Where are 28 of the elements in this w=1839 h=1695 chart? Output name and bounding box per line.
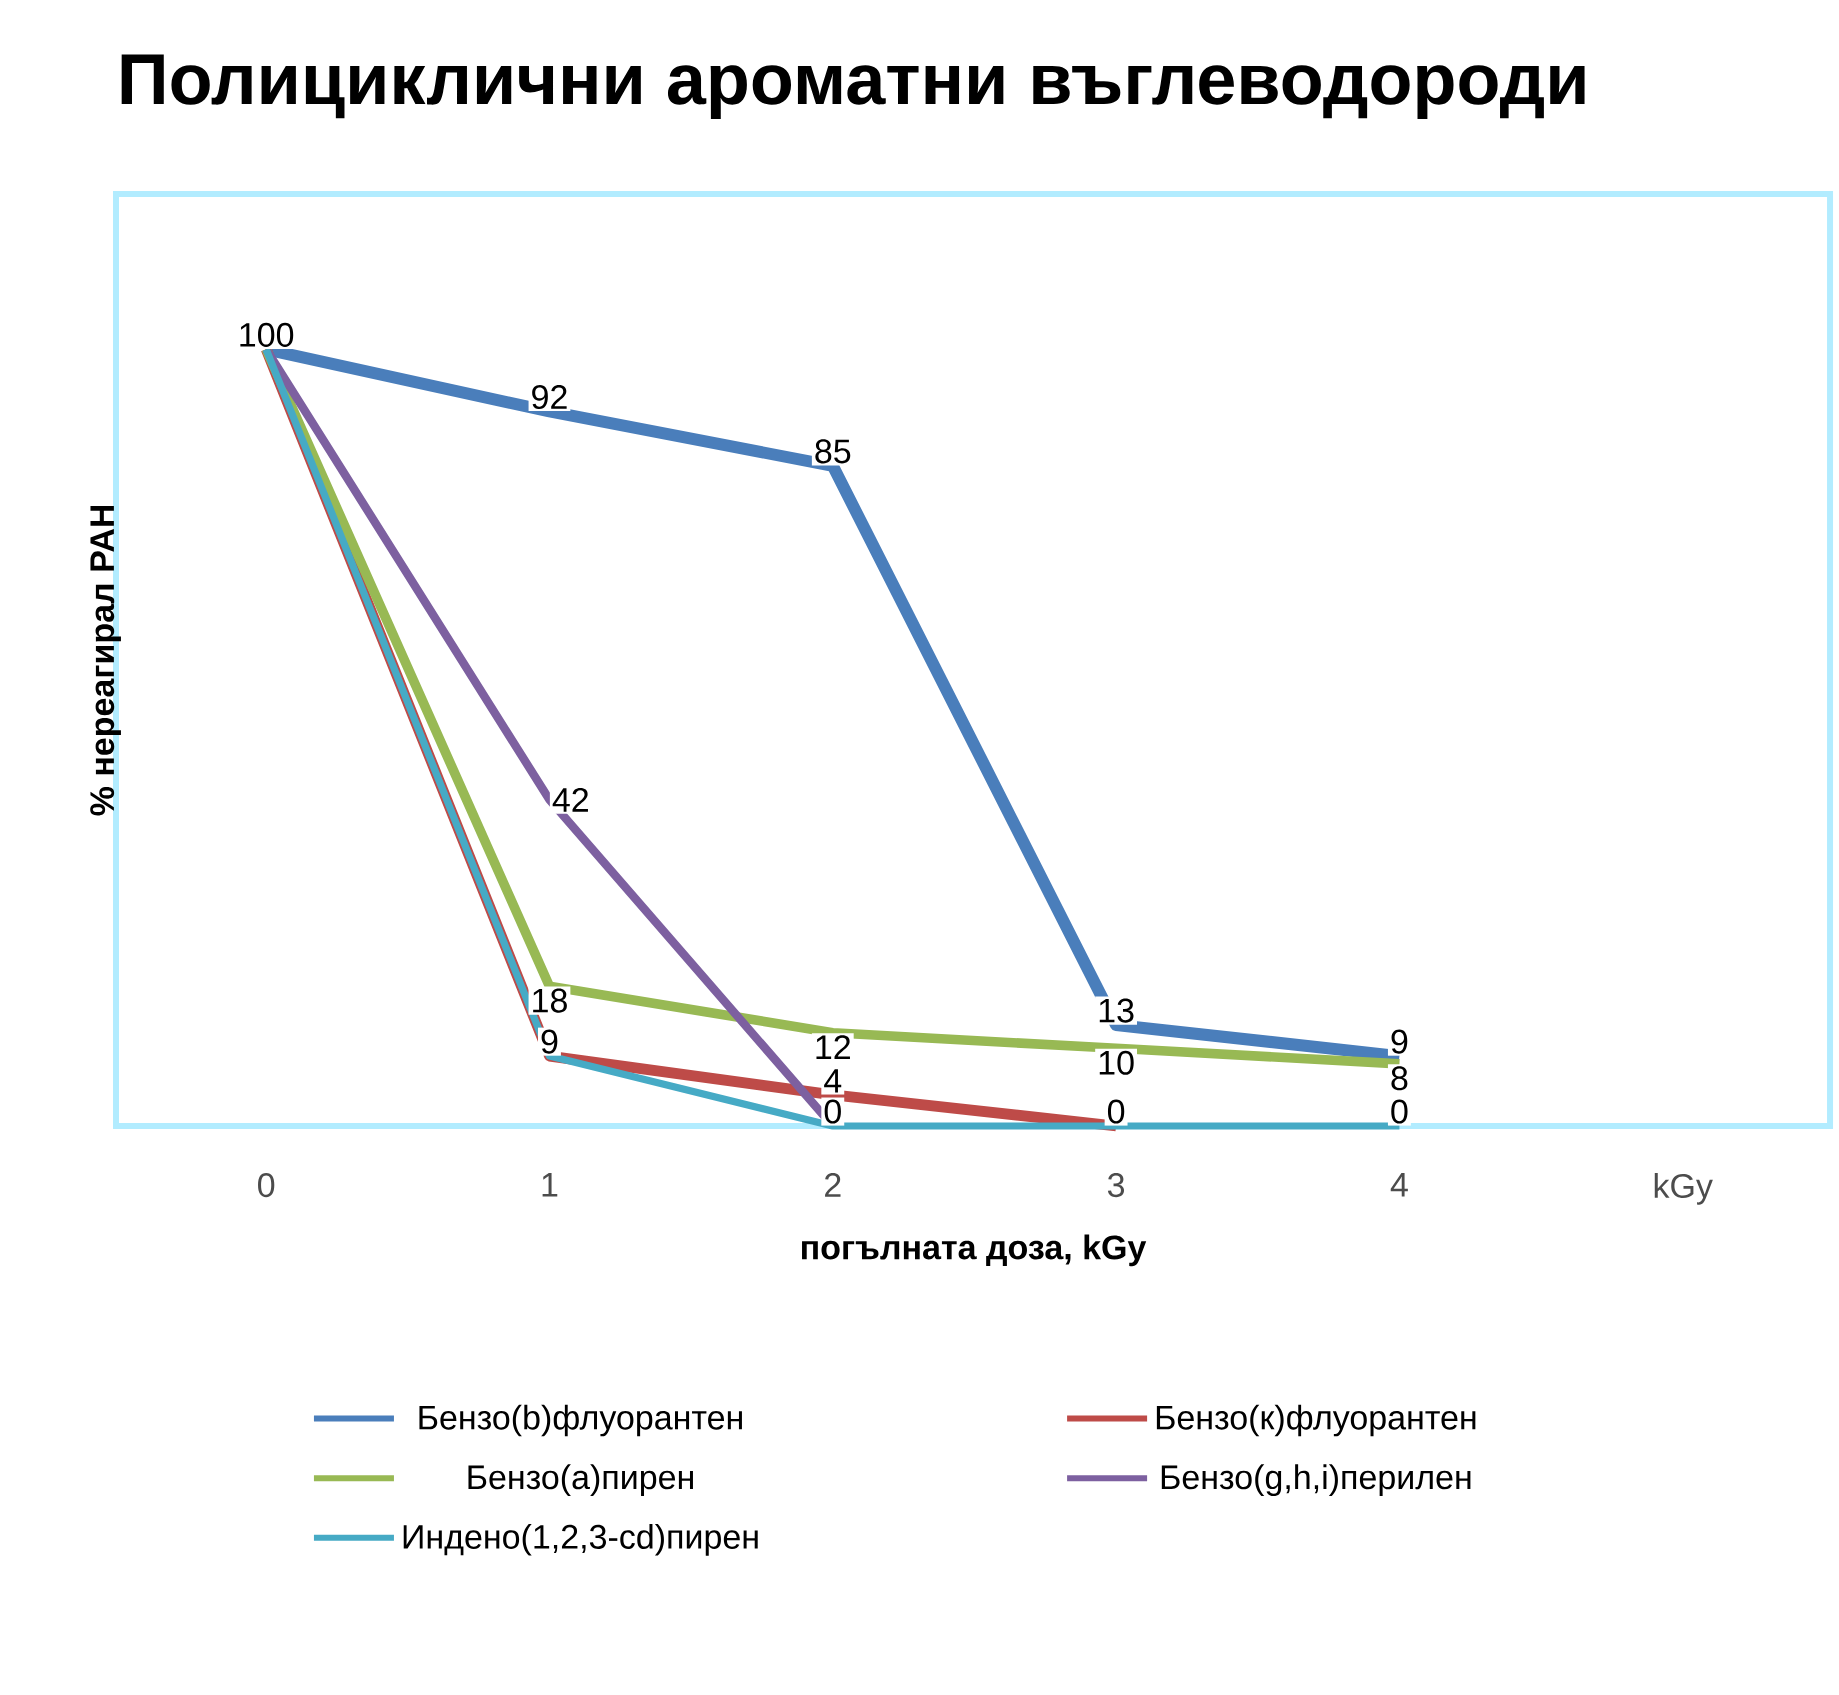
data-label: 9: [541, 1029, 558, 1054]
x-tick-label: kGy: [1654, 1173, 1713, 1205]
legend-label: Бензо(a)пирен: [468, 1464, 693, 1497]
data-label: 12: [816, 1035, 850, 1059]
data-label: 100: [240, 322, 294, 347]
legend-label: Бензо(g,h,i)перилен: [1161, 1464, 1471, 1497]
chart-title: Полициклични ароматни въглеводороди: [121, 54, 1585, 119]
y-axis-title: % нереагирал PAH: [90, 505, 121, 816]
data-label: 0: [1107, 1099, 1125, 1124]
data-label: 85: [815, 439, 851, 464]
x-axis-title: погълната доза, kGy: [802, 1234, 1147, 1267]
legend-label: Бензо(b)флуорантен: [419, 1404, 742, 1437]
x-tick-label: 1: [542, 1173, 558, 1197]
data-label: 13: [1099, 998, 1134, 1023]
data-label: 10: [1099, 1050, 1134, 1075]
x-tick-label: 0: [258, 1173, 275, 1198]
data-label: 0: [824, 1099, 841, 1124]
x-tick-label: 4: [1390, 1173, 1408, 1197]
data-label: 92: [532, 384, 567, 410]
x-tick-label: 2: [825, 1173, 841, 1197]
legend-label: Индено(1,2,3-cd)пирен: [403, 1523, 758, 1556]
data-label: 18: [533, 988, 567, 1013]
x-tick-label: 3: [1107, 1173, 1125, 1198]
data-label: 9: [1391, 1029, 1408, 1054]
legend-label: Бензо(к)флуорантен: [1156, 1404, 1476, 1437]
data-label: 0: [1391, 1099, 1408, 1124]
data-label: 8: [1391, 1066, 1408, 1091]
data-label: 4: [824, 1069, 842, 1093]
